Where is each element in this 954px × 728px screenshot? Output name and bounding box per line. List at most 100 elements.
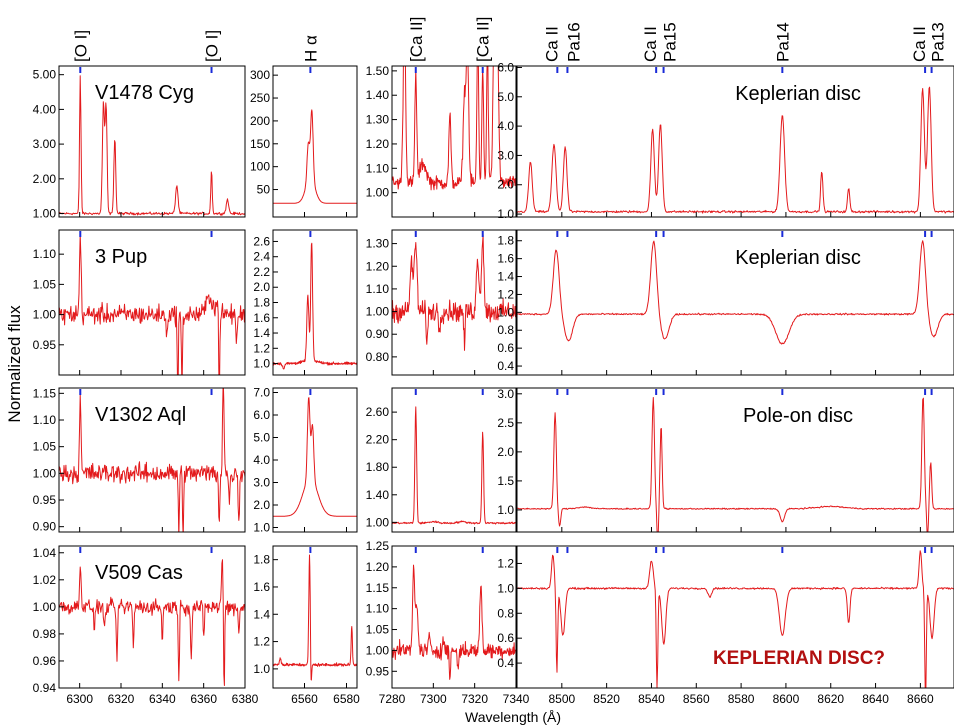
panel-v509-cas-ir: 0.4 0.6 0.8 1.0 1.2 8500 8520 8540 8560 8580 8600 8… [497, 546, 954, 706]
y-tick-label: 1.0 [497, 305, 514, 319]
y-tick-label: 1.00 [33, 207, 57, 221]
feature-label-ca-ii: Ca II [910, 26, 929, 62]
y-tick-label: 1.25 [366, 539, 390, 553]
x-tick-label: 8660 [907, 692, 934, 706]
feature-label-pa13: Pa13 [929, 22, 948, 62]
y-tick-label: 1.50 [366, 64, 390, 78]
panel-v1302-aql-ha: 1.02.03.04.05.06.07.0 [253, 386, 357, 535]
y-tick-label: 1.8 [253, 296, 270, 310]
star-label: V1302 Aql [95, 404, 186, 426]
y-tick-label: 1.2 [253, 635, 270, 649]
y-tick-label: 1.00 [33, 600, 57, 614]
y-tick-label: 1.00 [366, 643, 390, 657]
panel-v1478-cyg-ir: 1.0 2.0 3.0 4.0 5.0 6.0 Keplerian disc [497, 60, 954, 221]
x-tick-label: 8620 [817, 692, 844, 706]
disc-note-emphasis: KEPLERIAN DISC? [713, 648, 885, 669]
panel-3-pup-caii: 0.800.901.001.101.201.30 [366, 230, 516, 375]
y-tick-label: 50 [257, 183, 271, 197]
spectrum-line-v1302-aql-oi [59, 379, 245, 537]
y-tick-label: 1.10 [33, 413, 57, 427]
feature-label-h: H α [301, 35, 320, 62]
y-tick-label: 1.10 [366, 282, 390, 296]
panel-frame [392, 66, 516, 217]
y-tick-label: 1.02 [33, 573, 57, 587]
panel-frame [273, 546, 357, 688]
y-tick-label: 6.0 [497, 60, 514, 74]
x-tick-label: 7280 [379, 692, 406, 706]
y-tick-label: 1.05 [33, 440, 57, 454]
y-tick-label: 1.10 [33, 247, 57, 261]
panel-frame [517, 388, 954, 532]
y-tick-label: 1.00 [33, 308, 57, 322]
y-tick-label: 1.04 [33, 546, 57, 560]
x-tick-label: 8560 [683, 692, 710, 706]
y-tick-label: 100 [250, 160, 270, 174]
y-tick-label: 1.30 [366, 237, 390, 251]
y-tick-label: 1.4 [253, 326, 270, 340]
x-tick-label: 6580 [333, 692, 360, 706]
y-tick-label: 0.6 [497, 631, 514, 645]
y-tick-label: 1.15 [366, 581, 390, 595]
panel-v1478-cyg-oi: 1.00 2.00 3.00 4.00 5.00 V1478 Cyg [33, 66, 245, 221]
x-tick-label: 7340 [503, 692, 530, 706]
y-tick-label: 1.0 [253, 357, 270, 371]
spectrum-line-v1302-aql-ha [273, 398, 357, 517]
x-tick-label: 8540 [638, 692, 665, 706]
y-tick-label: 0.4 [497, 656, 514, 670]
y-tick-label: 150 [250, 137, 270, 151]
y-tick-label: 1.4 [253, 607, 270, 621]
y-tick-label: 3.00 [33, 137, 57, 151]
y-tick-label: 2.0 [497, 178, 514, 192]
y-tick-label: 1.0 [253, 662, 270, 676]
y-tick-label: 1.0 [253, 521, 270, 535]
x-tick-label: 8580 [728, 692, 755, 706]
panel-frame [273, 66, 357, 217]
y-tick-label: 3.0 [497, 148, 514, 162]
y-tick-label: 0.95 [366, 664, 390, 678]
y-tick-label: 1.0 [497, 581, 514, 595]
panel-v1478-cyg-caii: 1.00 1.10 1.20 1.30 1.40 1.50 [366, 4, 516, 217]
y-tick-label: 0.98 [33, 627, 57, 641]
y-tick-label: 1.40 [366, 488, 390, 502]
y-tick-label: 4.0 [497, 119, 514, 133]
disc-note: Keplerian disc [735, 83, 861, 105]
y-tick-label: 0.94 [33, 681, 57, 695]
panel-v1302-aql-ir: 1.0 1.5 2.0 2.5 3.0 Pole-on disc [497, 387, 954, 541]
y-tick-label: 1.8 [497, 234, 514, 248]
feature-label-o-i: [O I] [71, 30, 90, 62]
panel-3-pup-ha: 1.01.21.41.61.82.02.22.42.6 [253, 230, 357, 375]
spectrum-line-v1478-cyg-ir [517, 87, 954, 213]
y-tick-label: 1.5 [497, 474, 514, 488]
y-tick-label: 1.6 [497, 252, 514, 266]
y-tick-label: 5.0 [253, 431, 270, 445]
y-tick-label: 0.4 [497, 359, 514, 373]
y-tick-label: 1.6 [253, 311, 270, 325]
y-tick-label: 6.0 [253, 408, 270, 422]
y-tick-label: 0.90 [33, 520, 57, 534]
x-tick-label: 6380 [232, 692, 259, 706]
y-tick-label: 0.8 [497, 606, 514, 620]
y-tick-label: 300 [250, 68, 270, 82]
y-tick-label: 2.60 [366, 405, 390, 419]
y-tick-label: 5.00 [33, 68, 57, 82]
y-tick-label: 7.0 [253, 386, 270, 400]
spectrum-line-v509-cas-ha [273, 555, 357, 680]
spectrum-line-3-pup-ha [273, 243, 357, 369]
spectrum-line-v1478-cyg-ha [273, 110, 357, 203]
feature-label-ca-ii: [Ca II] [474, 17, 493, 62]
x-tick-label: 6340 [149, 692, 176, 706]
y-tick-label: 1.00 [366, 305, 390, 319]
y-tick-label: 1.20 [366, 137, 390, 151]
x-tick-label: 6560 [291, 692, 318, 706]
y-tick-label: 4.00 [33, 102, 57, 116]
y-tick-label: 2.4 [253, 250, 270, 264]
y-tick-label: 1.4 [497, 270, 514, 284]
y-tick-label: 1.0 [497, 503, 514, 517]
y-tick-label: 0.8 [497, 323, 514, 337]
y-tick-label: 1.6 [253, 580, 270, 594]
y-tick-label: 2.00 [33, 172, 57, 186]
y-tick-label: 1.00 [366, 515, 390, 529]
star-label: V1478 Cyg [95, 82, 194, 104]
feature-label-pa15: Pa15 [661, 22, 680, 62]
panel-frame [273, 230, 357, 375]
